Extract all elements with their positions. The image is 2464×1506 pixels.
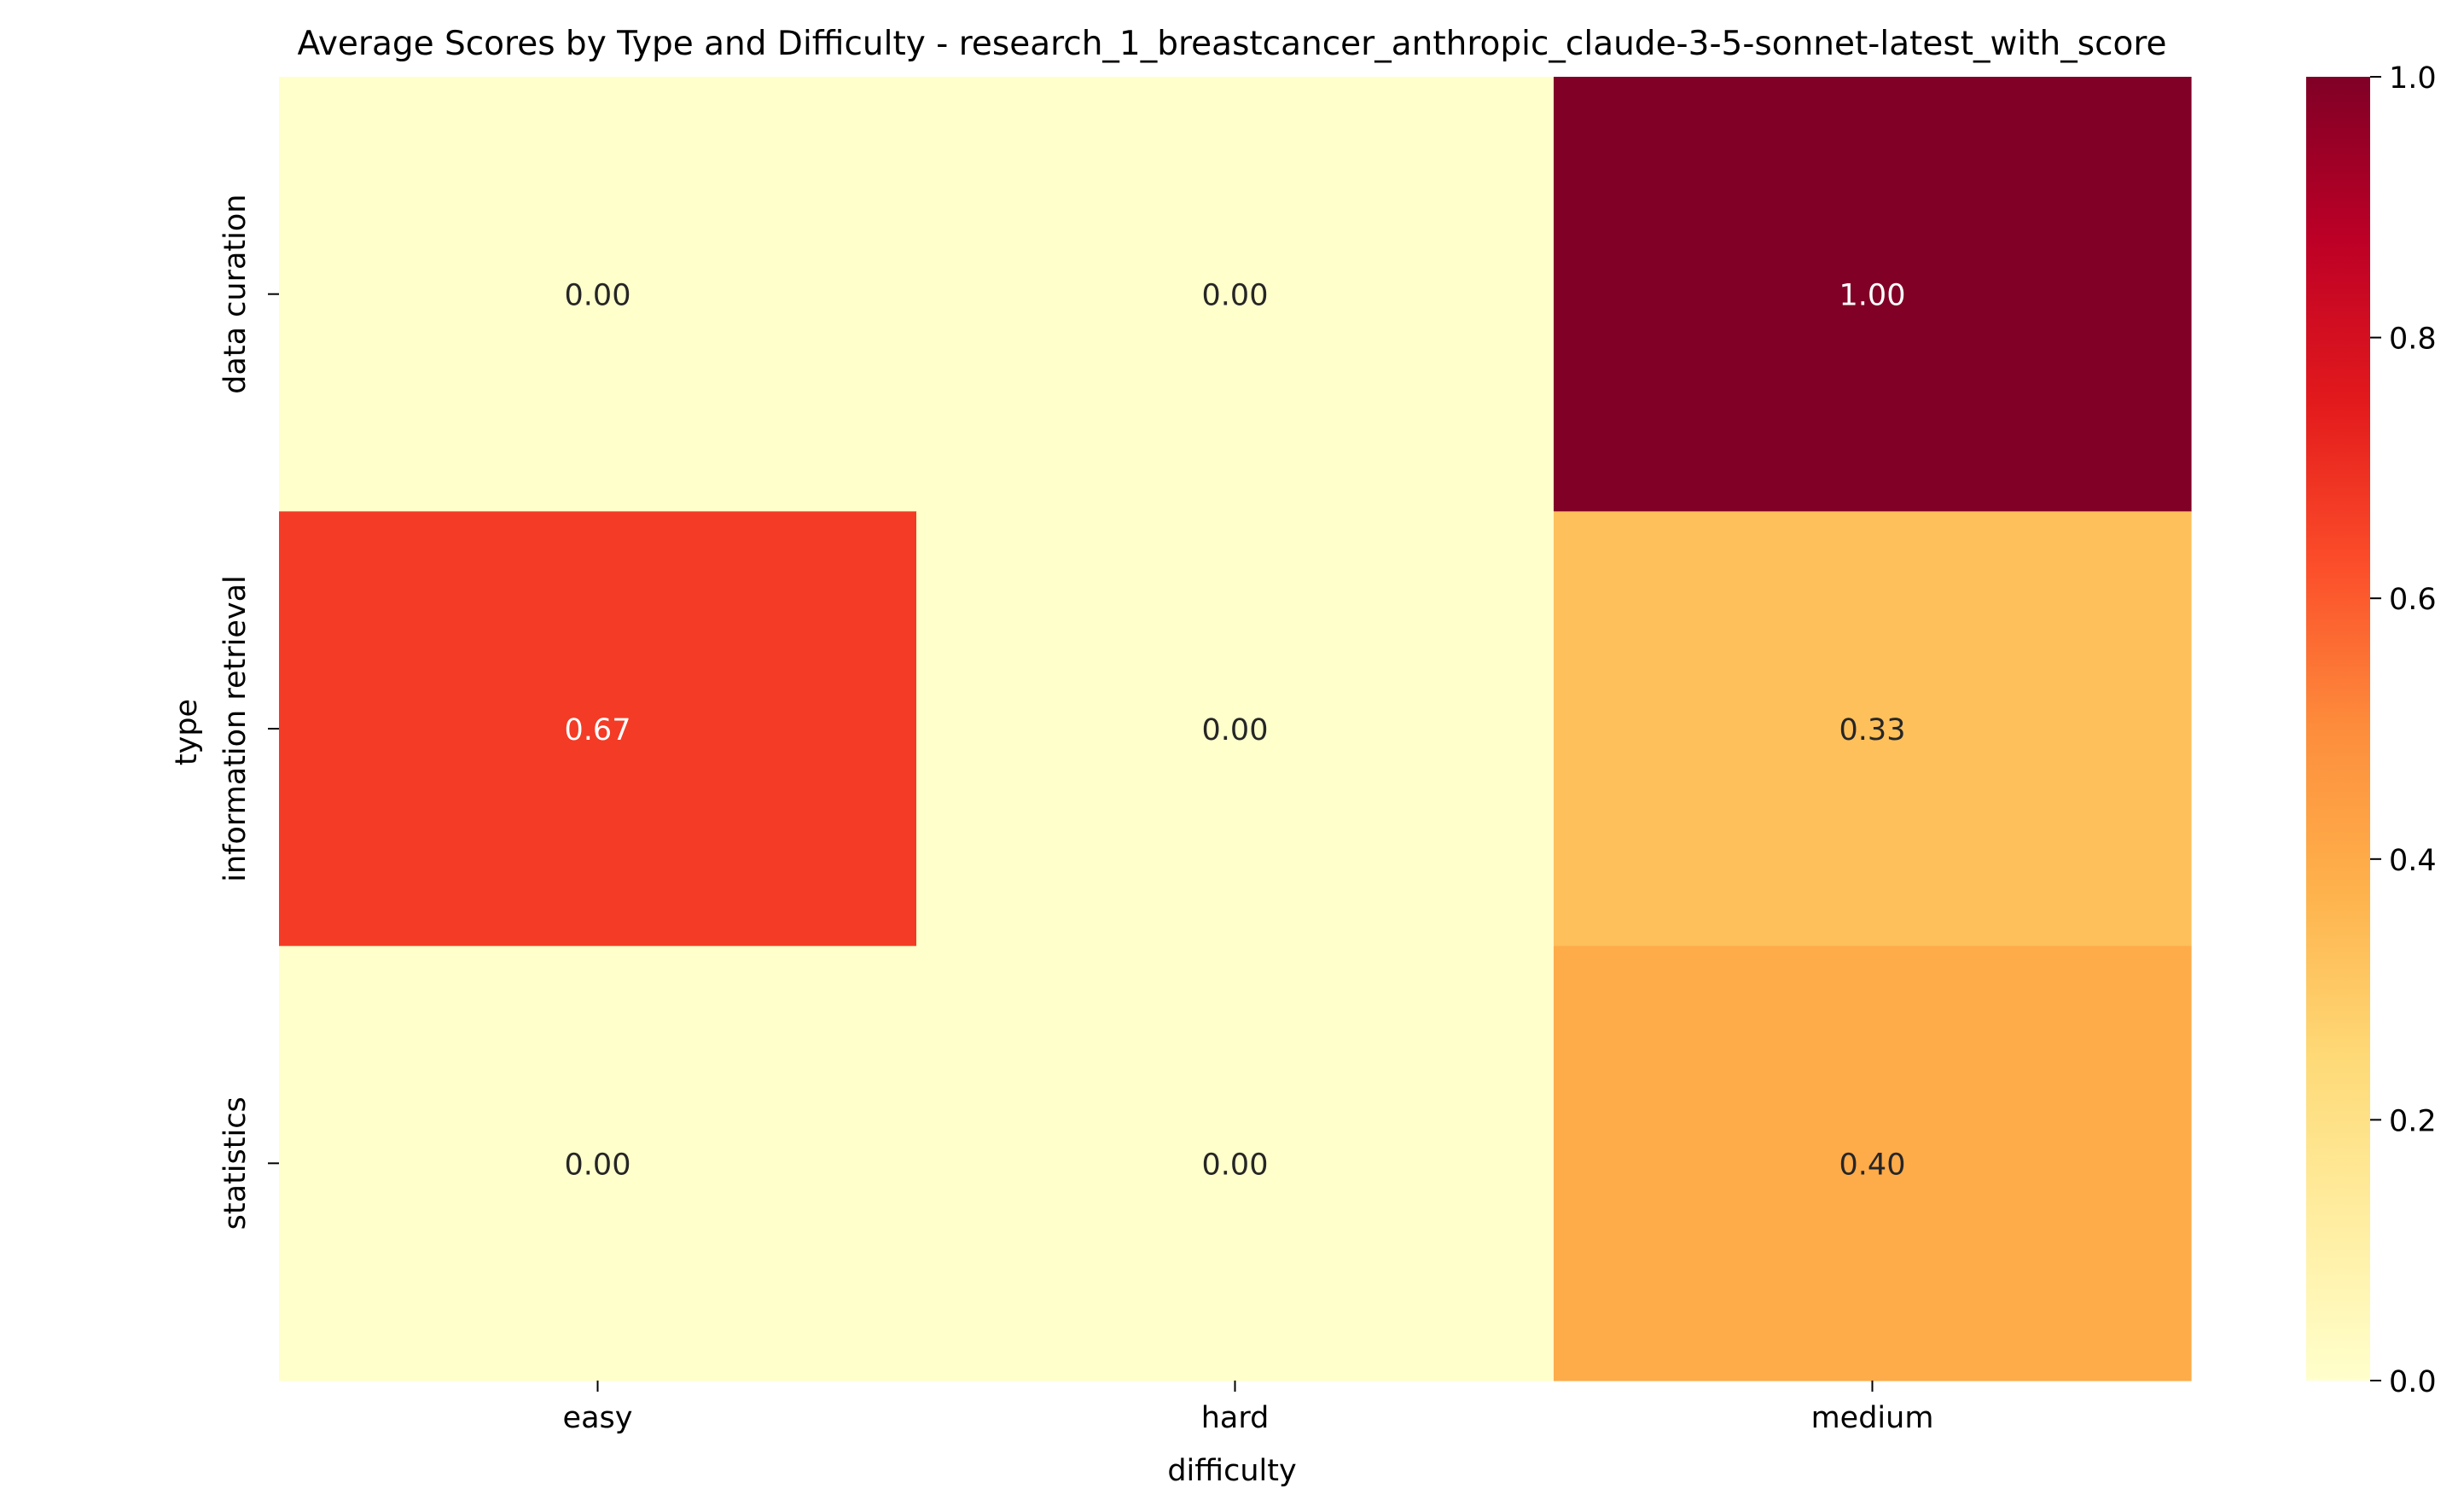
heatmap-cell — [279, 511, 917, 947]
heatmap-cell — [916, 511, 1555, 947]
heatmap-cell — [279, 945, 917, 1381]
heatmap-cell-labels: 0.00 0.00 1.00 0.67 0.00 0.33 0.00 0.00 0.40 — [565, 279, 1906, 1183]
y-axis: data curation information retrieval statis… — [218, 195, 279, 1230]
cell-label: 0.00 — [1202, 713, 1269, 747]
heatmap-cell — [279, 77, 917, 512]
cell-label: 0.33 — [1839, 713, 1906, 747]
heatmap-cell — [916, 77, 1555, 512]
x-tick-label: easy — [563, 1401, 633, 1435]
cell-label: 0.40 — [1839, 1148, 1906, 1182]
colorbar-tick-label: 0.0 — [2389, 1365, 2437, 1399]
cell-label: 1.00 — [1839, 279, 1906, 313]
y-tick-label: data curation — [218, 195, 253, 394]
cell-label: 0.00 — [1202, 279, 1269, 313]
heatmap-cell — [1554, 945, 2192, 1381]
heatmap-cell — [1554, 511, 2192, 947]
colorbar-tick-label: 0.2 — [2389, 1104, 2437, 1138]
y-axis-label: type — [170, 699, 204, 765]
x-tick-label: hard — [1201, 1401, 1270, 1435]
heatmap-cell — [1554, 77, 2192, 512]
colorbar-tick-label: 0.4 — [2389, 844, 2437, 878]
x-tick-label: medium — [1811, 1401, 1934, 1435]
cell-label: 0.00 — [565, 1148, 631, 1182]
y-tick-label: statistics — [218, 1096, 253, 1230]
chart-title: Average Scores by Type and Difficulty - … — [297, 25, 2166, 63]
heatmap-cell — [916, 945, 1555, 1381]
x-axis: easy hard medium — [563, 1381, 1934, 1435]
colorbar: 0.0 0.2 0.4 0.6 0.8 1.0 — [2306, 61, 2437, 1399]
heatmap-cells — [279, 77, 2192, 1381]
colorbar-tick-label: 0.8 — [2389, 323, 2437, 357]
cell-label: 0.00 — [1202, 1148, 1269, 1182]
colorbar-gradient — [2306, 77, 2370, 1381]
colorbar-tick-label: 1.0 — [2389, 61, 2437, 96]
colorbar-tick-label: 0.6 — [2389, 583, 2437, 617]
cell-label: 0.00 — [565, 279, 631, 313]
y-tick-label: information retrieval — [218, 575, 253, 882]
x-axis-label: difficulty — [1167, 1454, 1296, 1488]
cell-label: 0.67 — [565, 713, 631, 747]
